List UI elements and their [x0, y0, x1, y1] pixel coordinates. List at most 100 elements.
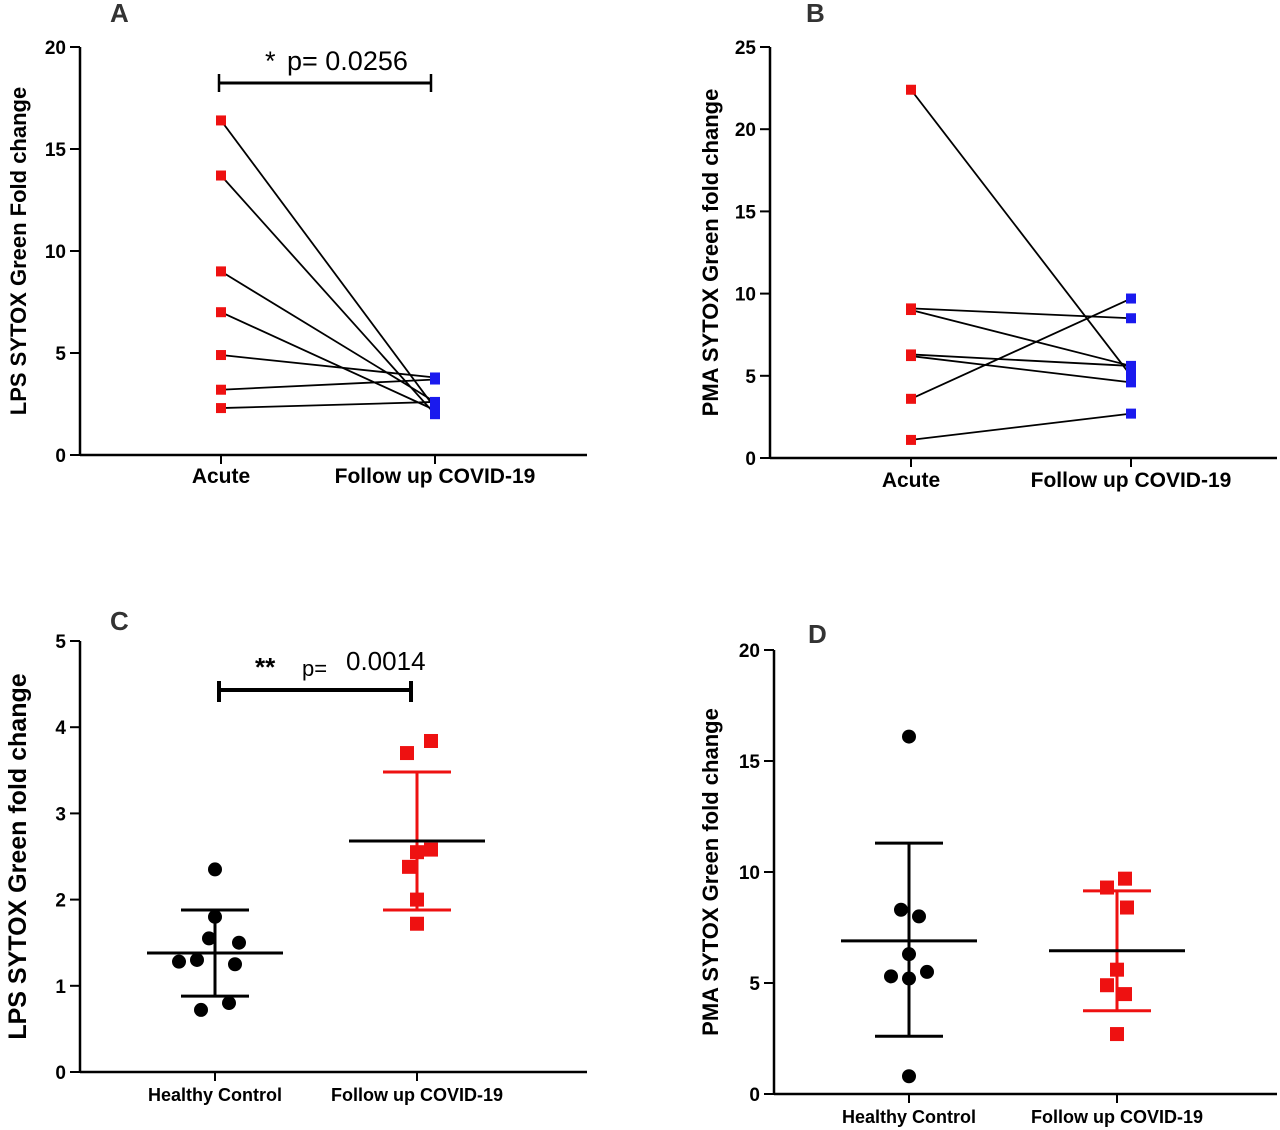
y-tick-label: 1: [55, 977, 66, 998]
healthy-point: [884, 969, 898, 984]
followup-point: [1110, 1027, 1124, 1042]
panel-letter: C: [110, 606, 129, 636]
acute-point: [216, 403, 226, 414]
significance-stars: **: [255, 652, 276, 682]
p-value-label: p= 0.0256: [287, 46, 408, 76]
y-tick-label: 5: [55, 344, 66, 365]
healthy-point: [902, 1069, 916, 1084]
followup-point: [400, 746, 414, 761]
panel-letter: D: [808, 619, 827, 649]
healthy-point: [190, 952, 204, 967]
followup-point: [410, 916, 424, 931]
y-tick-label: 3: [55, 804, 66, 825]
healthy-point: [902, 947, 916, 962]
p-value-prefix: p=: [302, 656, 327, 681]
y-tick-label: 0: [749, 1085, 760, 1106]
healthy-point: [194, 1002, 208, 1017]
pair-line: [910, 307, 1132, 320]
healthy-point: [902, 971, 916, 986]
y-tick-label: 15: [45, 140, 67, 161]
acute-point: [216, 115, 226, 126]
healthy-point: [920, 964, 934, 979]
y-tick-label: 2: [55, 891, 66, 912]
acute-point: [216, 266, 226, 277]
pair-line: [910, 89, 1132, 377]
followup-point: [1118, 987, 1132, 1002]
healthy-point: [202, 931, 216, 946]
x-category-label: Follow up COVID-19: [1031, 469, 1232, 492]
acute-point: [906, 84, 916, 95]
pair-line: [910, 353, 1132, 367]
acute-point: [216, 307, 226, 318]
pair-line: [220, 401, 436, 409]
panel-c: C 0 1 2 3 4 5 Healthy Control Follow up COVID-19…: [4, 606, 587, 1105]
healthy-point: [228, 957, 242, 972]
x-category-label: Acute: [882, 469, 940, 492]
panel-d: D 0 5 10 15 20 Healthy Control Follow up COVID-…: [698, 619, 1277, 1127]
y-tick-label: 15: [739, 752, 761, 773]
y-axis-label: PMA SYTOX Green fold change: [698, 708, 723, 1036]
healthy-point: [912, 909, 926, 924]
x-category-label: Healthy Control: [842, 1107, 976, 1127]
panel-a: A 0 5 10 15 20 Acute Follow up COVID-19 LPS SYTO…: [6, 0, 587, 488]
followup-point: [1126, 370, 1136, 381]
y-axis-label: LPS SYTOX Green fold change: [4, 673, 32, 1039]
followup-point: [1126, 293, 1136, 304]
y-tick-label: 10: [739, 863, 760, 884]
acute-point: [906, 351, 916, 362]
y-axis-label: PMA SYTOX Green fold change: [698, 89, 723, 417]
y-tick-label: 0: [745, 449, 756, 470]
x-category-label: Acute: [192, 465, 250, 488]
followup-point: [1100, 880, 1114, 895]
followup-point: [1126, 313, 1136, 324]
y-tick-label: 5: [55, 632, 66, 653]
followup-point: [410, 892, 424, 907]
healthy-point: [172, 954, 186, 969]
followup-point: [424, 733, 438, 748]
followup-point: [424, 842, 438, 857]
pair-line: [220, 119, 436, 409]
y-tick-label: 10: [735, 285, 756, 306]
y-tick-label: 20: [735, 120, 756, 141]
x-category-label: Follow up COVID-19: [335, 465, 536, 488]
panel-letter: B: [806, 0, 825, 28]
healthy-point: [232, 935, 246, 950]
pair-line: [910, 355, 1132, 384]
y-tick-label: 20: [45, 38, 66, 59]
healthy-point: [902, 729, 916, 744]
pair-line: [220, 354, 436, 379]
followup-point: [1100, 978, 1114, 993]
followup-point: [402, 859, 416, 874]
x-category-label: Follow up COVID-19: [331, 1085, 503, 1105]
x-category-label: Healthy Control: [148, 1085, 282, 1105]
healthy-point: [222, 996, 236, 1011]
y-tick-label: 25: [735, 38, 757, 59]
followup-point: [1118, 871, 1132, 886]
followup-point: [1120, 900, 1134, 915]
healthy-point: [208, 862, 222, 877]
y-tick-label: 10: [45, 242, 66, 263]
y-axis-label: LPS SYTOX Green Fold change: [6, 87, 31, 415]
y-tick-label: 5: [749, 974, 760, 995]
significance-stars: *: [265, 46, 276, 76]
y-tick-label: 5: [745, 367, 756, 388]
followup-point: [1126, 360, 1136, 371]
acute-point: [906, 393, 916, 404]
acute-point: [906, 434, 916, 445]
pair-line: [910, 297, 1132, 400]
pair-line: [910, 412, 1132, 441]
followup-point: [430, 396, 440, 407]
acute-point: [906, 305, 916, 316]
acute-point: [216, 384, 226, 395]
followup-point: [430, 374, 440, 385]
pair-line: [220, 174, 436, 415]
healthy-point: [894, 902, 908, 917]
followup-point: [1126, 377, 1136, 388]
pair-line: [220, 311, 436, 411]
y-tick-label: 0: [55, 1063, 66, 1084]
p-value-label: 0.0014: [346, 646, 426, 676]
y-tick-label: 15: [735, 202, 757, 223]
y-tick-label: 0: [55, 446, 66, 467]
pair-line: [910, 309, 1132, 367]
